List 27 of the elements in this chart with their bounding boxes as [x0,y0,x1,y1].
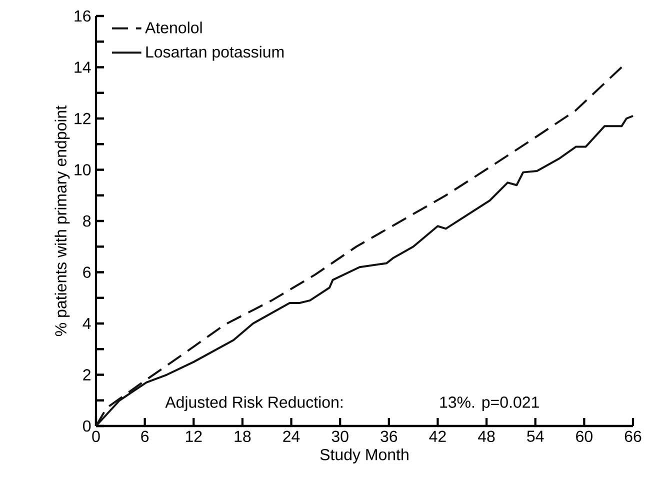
x-tick-label: 66 [624,430,642,442]
y-tick-label: 14 [74,62,91,73]
y-tick-label: 0 [83,420,91,432]
legend-label: Losartan potassium [146,46,284,61]
x-tick-label: 48 [478,430,495,442]
x-tick-label: 12 [186,430,202,442]
x-tick-label: 24 [283,430,300,442]
x-tick-label: 54 [527,430,544,442]
y-tick-label: 10 [74,164,91,176]
y-axis-title: % patients with primary endpoint [54,106,70,336]
x-tick-label: 30 [332,430,348,442]
annotation: 13%. p=0.021 [440,396,539,412]
x-tick-label: 60 [576,430,592,442]
x-tick-label: 18 [234,430,251,442]
legend-label: Atenolol [145,22,202,34]
y-tick-label: 12 [74,112,90,124]
x-axis-title: Study Month [320,448,408,464]
x-tick-label: 6 [141,430,149,442]
x-tick-label: 0 [92,430,100,442]
y-tick-label: 6 [83,266,91,278]
x-tick-label: 36 [380,430,398,442]
x-tick-label: 42 [429,430,446,442]
annotation: Adjusted Risk Reduction: [165,396,342,412]
y-tick-label: 8 [83,215,91,227]
y-tick-label: 4 [82,318,91,330]
y-tick-label: 2 [83,369,90,380]
y-tick-label: 16 [74,10,91,22]
